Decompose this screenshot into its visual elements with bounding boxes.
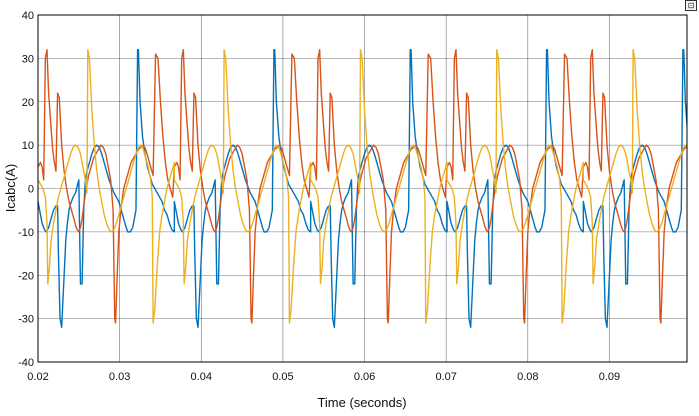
x-tick-labels: 0.02 0.03 0.04 0.05 0.06 0.07 0.08 0.09 xyxy=(27,371,620,383)
x-tick-label: 0.09 xyxy=(599,371,620,383)
x-tick-label: 0.03 xyxy=(109,371,130,383)
y-tick-labels: 40 30 20 10 0 -10 -20 -30 -40 xyxy=(18,10,34,369)
series-layer xyxy=(38,49,687,328)
y-tick-label: 20 xyxy=(22,97,34,109)
x-axis-label: Time (seconds) xyxy=(317,395,406,410)
x-tick-label: 0.05 xyxy=(272,371,293,383)
y-tick-label: -30 xyxy=(18,314,34,326)
x-tick-label: 0.07 xyxy=(435,371,456,383)
x-tick-label: 0.08 xyxy=(517,371,538,383)
x-tick-label: 0.02 xyxy=(27,371,48,383)
plot-frame xyxy=(37,14,688,363)
y-tick-label: 30 xyxy=(22,53,34,65)
series-line-phase-c xyxy=(38,49,687,324)
y-tick-label: 40 xyxy=(22,10,34,22)
y-tick-label: 10 xyxy=(22,140,34,152)
y-axis-label: Icabc(A) xyxy=(3,164,18,212)
y-tick-label: 0 xyxy=(28,184,34,196)
y-tick-label: -40 xyxy=(18,357,34,369)
y-tick-label: -20 xyxy=(18,270,34,282)
x-tick-label: 0.04 xyxy=(191,371,212,383)
x-tick-label: 0.06 xyxy=(354,371,375,383)
scope-corner-button[interactable]: ⊡ xyxy=(685,0,697,11)
y-tick-label: -10 xyxy=(18,227,34,239)
